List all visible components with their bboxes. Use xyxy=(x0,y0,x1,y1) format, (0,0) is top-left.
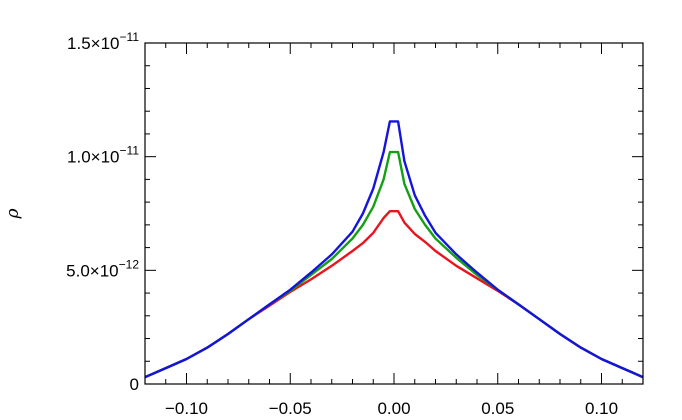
x-tick-label-4: 0.10 xyxy=(585,399,618,418)
label-layer: −0.10 −0.05 0.00 0.05 0.10 0 5.0×10−12 1.0×10−1… xyxy=(66,30,618,418)
series-line-1 xyxy=(145,209,643,379)
y-tick-label-1: 5.0×10−12 xyxy=(66,257,139,280)
y-tick-label-0: 0 xyxy=(130,375,139,394)
x-tick-label-2: 0.00 xyxy=(377,399,410,418)
x-tick-label-1: −0.05 xyxy=(269,399,312,418)
x-tick-label-0: −0.10 xyxy=(165,399,208,418)
tick-layer xyxy=(144,42,644,385)
x-tick-label-3: 0.05 xyxy=(481,399,514,418)
y-tick-label-3: 1.5×10−11 xyxy=(67,30,139,53)
plot-frame xyxy=(144,42,644,385)
series-line-3 xyxy=(145,120,643,379)
series-layer xyxy=(145,120,643,379)
series-line-2 xyxy=(145,150,643,379)
y-tick-label-2: 1.0×10−11 xyxy=(67,144,139,167)
y-axis-label: ρ xyxy=(3,209,23,220)
